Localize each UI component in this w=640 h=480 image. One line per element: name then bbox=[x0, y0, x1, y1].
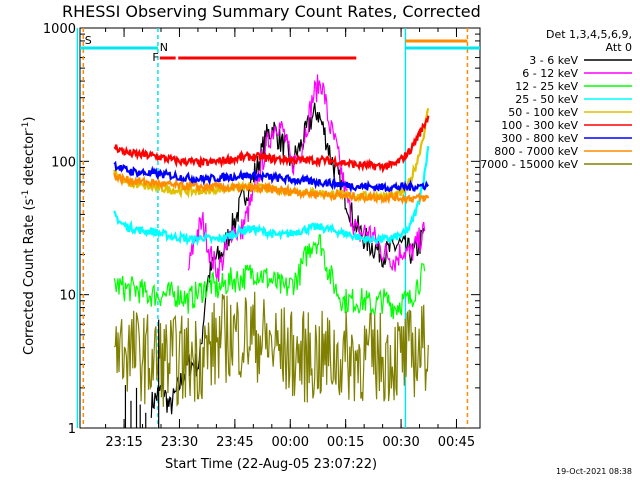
y-axis-label-sup1: -1 bbox=[21, 190, 31, 199]
x-axis-label: Start Time (22-Aug-05 23:07:22) bbox=[165, 457, 377, 472]
y-tick-label: 10 bbox=[59, 289, 76, 304]
timestamp: 19-Oct-2021 08:38 bbox=[556, 467, 632, 476]
legend-entry: 100 - 300 keV bbox=[501, 119, 578, 132]
series-line bbox=[113, 160, 430, 194]
y-axis-label: Corrected Count Rate (s-1 detector-1) bbox=[21, 117, 37, 355]
legend-header: Det 1,3,4,5,6,9, bbox=[546, 28, 632, 41]
series-line bbox=[187, 74, 426, 283]
flare-flag-label: F bbox=[152, 51, 158, 64]
legend-entry: 800 - 7000 keV bbox=[494, 145, 578, 158]
x-tick-label: 23:45 bbox=[216, 435, 253, 450]
x-tick-label: 00:45 bbox=[438, 435, 475, 450]
series-line bbox=[113, 172, 430, 206]
x-tick-label: 00:15 bbox=[327, 435, 364, 450]
night-flag-label: N bbox=[160, 41, 168, 54]
x-tick-label: 00:00 bbox=[272, 435, 309, 450]
legend-entry: 3 - 6 keV bbox=[529, 54, 578, 67]
y-tick-label: 1 bbox=[68, 422, 76, 437]
y-axis-label-mid: detector bbox=[22, 130, 37, 190]
y-tick-label: 100 bbox=[51, 155, 76, 170]
plot-frame bbox=[79, 27, 481, 429]
saa-flag-label: S bbox=[85, 34, 92, 47]
chart-title: RHESSI Observing Summary Count Rates, Co… bbox=[62, 2, 481, 21]
series-line bbox=[114, 291, 429, 407]
series-line bbox=[113, 145, 430, 247]
legend-entry: 12 - 25 keV bbox=[515, 80, 578, 93]
legend-entry: 6 - 12 keV bbox=[522, 67, 578, 80]
y-tick-label: 1000 bbox=[43, 22, 76, 37]
series-group bbox=[113, 74, 430, 428]
x-tick-label: 23:15 bbox=[105, 435, 142, 450]
legend-header-att: Att 0 bbox=[606, 41, 632, 54]
x-tick-label: 23:30 bbox=[161, 435, 198, 450]
legend-entry: 25 - 50 keV bbox=[515, 93, 578, 106]
x-tick-label: 00:30 bbox=[382, 435, 419, 450]
legend-entry: 300 - 800 keV bbox=[501, 132, 578, 145]
legend-entry: 7000 - 15000 keV bbox=[480, 158, 578, 171]
series-line bbox=[113, 107, 430, 204]
y-axis-label-main: Corrected Count Rate (s bbox=[22, 198, 37, 355]
legend-entry: 50 - 100 keV bbox=[508, 106, 578, 119]
series-line bbox=[113, 234, 426, 320]
y-axis-label-end: ) bbox=[22, 117, 37, 122]
series-line bbox=[113, 115, 430, 174]
y-axis-label-sup2: -1 bbox=[21, 122, 31, 131]
